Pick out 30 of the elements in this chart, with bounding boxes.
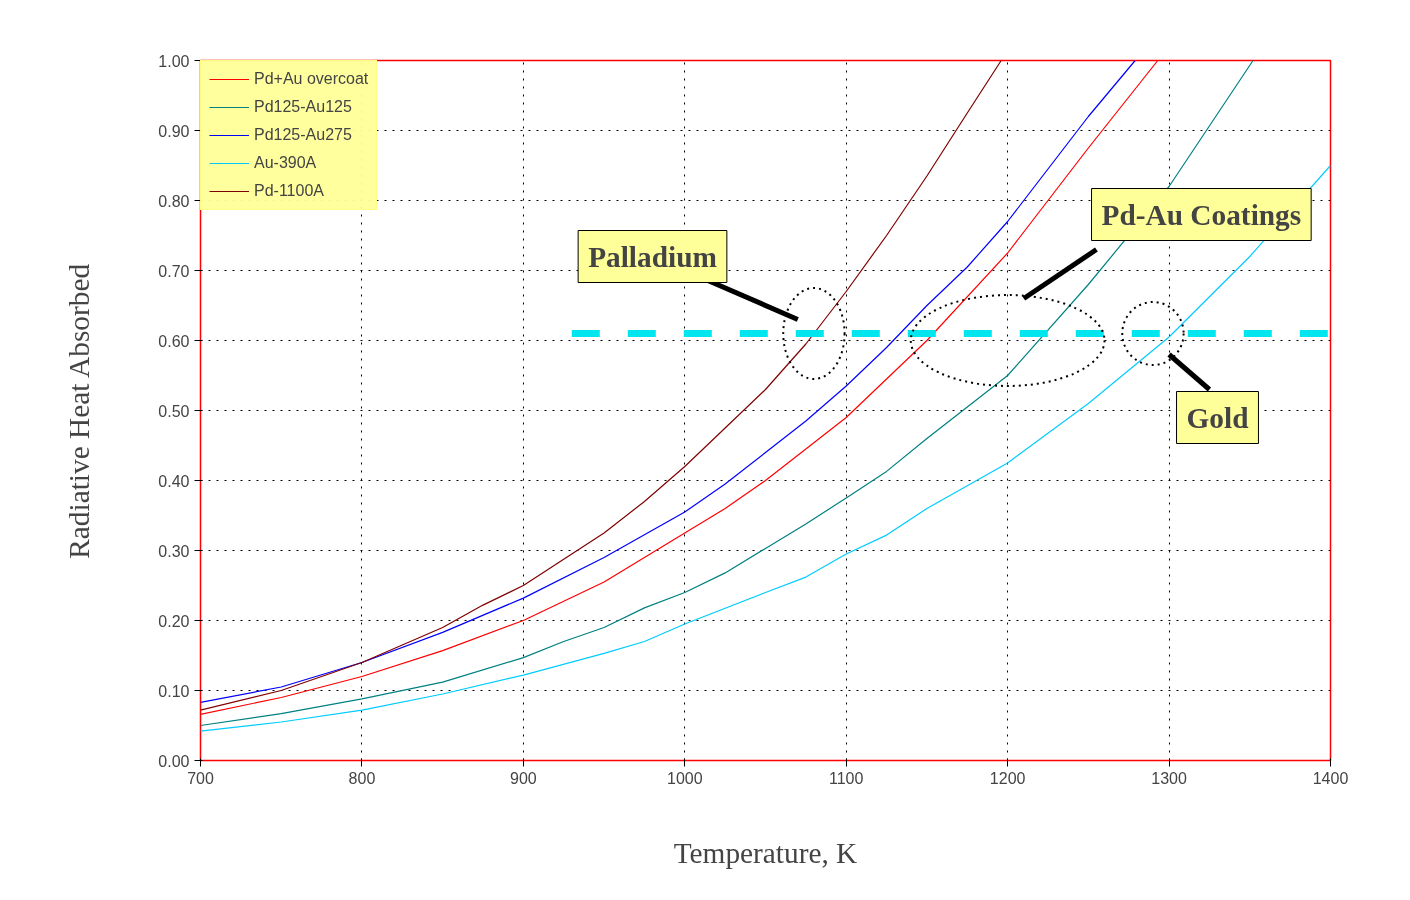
x-tick-label: 1300 — [1151, 769, 1187, 787]
y-tick-label: 0.30 — [158, 542, 190, 560]
x-axis-title: Temperature, K — [673, 836, 858, 869]
x-tick-label: 800 — [348, 769, 376, 787]
annotation: Pd-Au Coatings — [1101, 198, 1302, 231]
y-tick-label: 0.80 — [158, 192, 190, 210]
legend-label: Pd-1100A — [254, 182, 324, 200]
annotation: Gold — [1186, 401, 1249, 434]
y-tick-label: 0.90 — [158, 122, 190, 140]
line-series — [200, 60, 1002, 711]
y-tick-label: 0.10 — [158, 682, 190, 700]
x-tick-label: 1000 — [666, 769, 703, 787]
x-tick-label: 1200 — [989, 769, 1026, 787]
y-tick-label: 1.00 — [158, 52, 190, 70]
y-tick-label: 0.40 — [158, 472, 190, 490]
y-tick-label: 0.60 — [158, 332, 190, 350]
y-tick-label: 0.00 — [158, 752, 190, 770]
x-tick-label: 1400 — [1312, 769, 1349, 787]
y-axis-title: Radiative Heat Absorbed — [63, 263, 96, 559]
legend-label: Pd125-Au275 — [254, 126, 352, 144]
x-tick-label: 700 — [187, 769, 214, 787]
legend-label: Au-390A — [254, 154, 317, 172]
x-tick-label: 900 — [510, 769, 537, 787]
annotation: Palladium — [588, 240, 717, 273]
x-tick-label: 1100 — [829, 769, 864, 787]
y-tick-label: 0.20 — [158, 612, 190, 630]
y-tick-label: 0.70 — [158, 262, 190, 280]
legend-label: Pd+Au overcoat — [254, 70, 369, 88]
legend-label: Pd125-Au125 — [254, 98, 352, 116]
y-tick-label: 0.50 — [158, 402, 190, 420]
